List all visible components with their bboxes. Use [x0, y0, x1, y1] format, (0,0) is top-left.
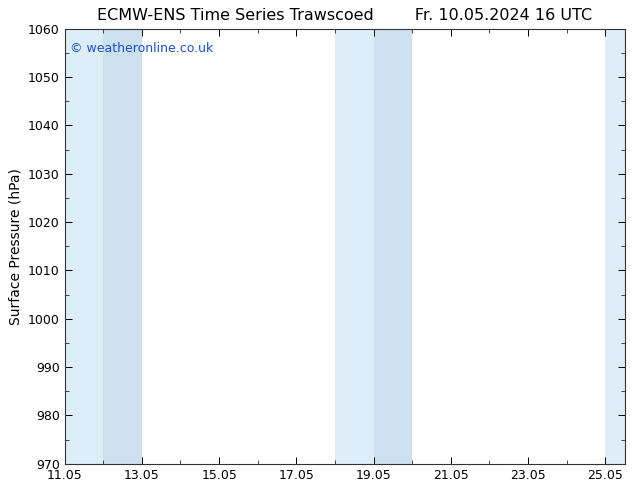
Bar — [605, 29, 634, 464]
Y-axis label: Surface Pressure (hPa): Surface Pressure (hPa) — [8, 168, 22, 325]
Bar — [65, 29, 103, 464]
Title: ECMW-ENS Time Series Trawscoed        Fr. 10.05.2024 16 UTC: ECMW-ENS Time Series Trawscoed Fr. 10.05… — [97, 8, 592, 24]
Bar — [335, 29, 373, 464]
Bar — [103, 29, 142, 464]
Bar — [373, 29, 412, 464]
Text: © weatheronline.co.uk: © weatheronline.co.uk — [70, 42, 214, 55]
